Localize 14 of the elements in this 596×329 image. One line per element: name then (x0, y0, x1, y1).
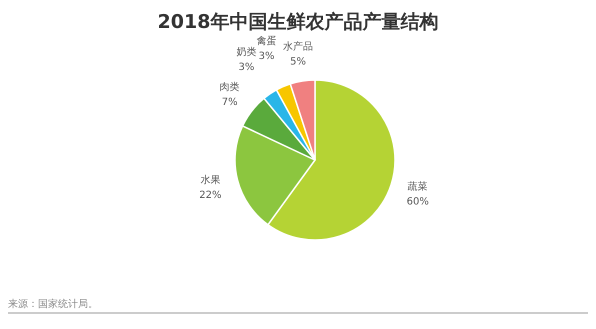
slice-label: 水果 (200, 174, 220, 186)
data-label: 22% (199, 190, 222, 201)
slice-label: 蔬菜 (408, 180, 428, 192)
slice-label: 禽蛋 (256, 35, 277, 48)
source-note: 来源：国家统计局。 (8, 298, 98, 310)
data-label: 60% (406, 196, 429, 208)
slice-label: 水产品 (283, 40, 314, 52)
data-label: 3% (238, 62, 254, 74)
slice-label: 肉类 (220, 80, 240, 93)
chart-title: 2018年中国生鲜农产品产量结构 (158, 11, 438, 33)
slice-label: 奶类 (236, 46, 256, 58)
data-label: 7% (222, 96, 238, 108)
data-label: 3% (258, 51, 274, 62)
data-label: 5% (290, 56, 306, 68)
